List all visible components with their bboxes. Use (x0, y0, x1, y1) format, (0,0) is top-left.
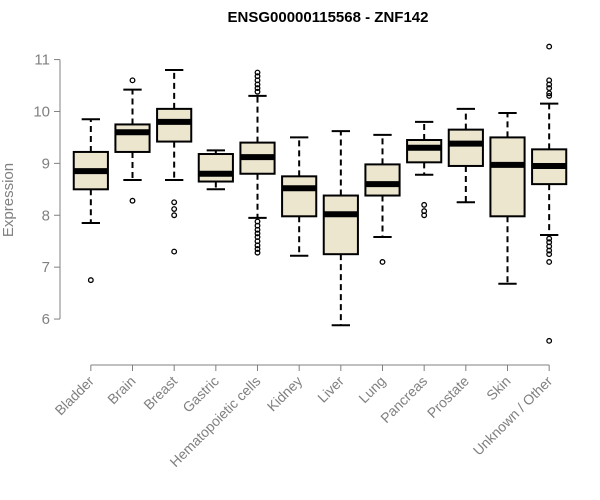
box-group (281, 136, 318, 257)
outlier-point (254, 88, 261, 95)
box-group (364, 133, 401, 265)
outlier-point (379, 259, 386, 265)
outlier-point (87, 277, 94, 284)
x-tick-label: Brain (104, 373, 138, 407)
box-group (239, 69, 276, 256)
y-tick-label: 8 (42, 207, 50, 224)
box-group (447, 107, 484, 204)
box-group (322, 130, 359, 327)
box-iqr (364, 163, 401, 197)
x-tick-label: Bladder (52, 373, 98, 419)
outlier-point (129, 197, 136, 204)
x-tick-label: Prostate (424, 373, 472, 421)
outlier-point (129, 77, 136, 84)
outlier-point (254, 230, 261, 237)
box-iqr (114, 123, 151, 153)
x-tick-label: Lung (355, 373, 388, 406)
box-iqr (281, 175, 318, 218)
box-group (197, 149, 234, 191)
box-group (489, 112, 526, 285)
chart-title: ENSG00000115568 - ZNF142 (228, 9, 429, 26)
outlier-point (254, 242, 261, 249)
box-group (531, 43, 568, 344)
box-iqr (406, 139, 443, 164)
box-group (114, 77, 151, 204)
x-tick-label: Unknown / Other (470, 373, 556, 459)
outlier-point (254, 73, 261, 80)
y-tick-label: 9 (42, 155, 50, 172)
outlier-point (546, 90, 553, 97)
outlier-point (421, 201, 428, 208)
outlier-point (171, 248, 178, 255)
box-iqr (447, 128, 484, 167)
outlier-point (254, 249, 261, 256)
box-group (156, 68, 193, 255)
y-tick-label: 6 (42, 311, 50, 328)
x-tick-label: Skin (483, 373, 514, 404)
box-iqr (156, 107, 193, 143)
outlier-point (254, 246, 261, 252)
outlier-point (254, 226, 261, 233)
x-tick-label: Breast (140, 373, 180, 413)
outlier-point (546, 251, 553, 258)
box-iqr (322, 194, 359, 256)
x-tick-label: Kidney (264, 373, 306, 415)
outlier-point (546, 81, 553, 88)
outlier-point (546, 259, 553, 265)
outlier-point (546, 235, 553, 242)
y-tick-label: 11 (34, 52, 50, 69)
x-tick-label: Liver (314, 373, 347, 406)
box-iqr (197, 153, 234, 183)
y-axis: 6 7 8 9 10 11 (33, 52, 61, 328)
y-tick-label: 10 (33, 103, 50, 120)
outlier-point (421, 212, 428, 219)
y-tick-label: 7 (42, 259, 50, 276)
box-group (72, 118, 109, 284)
box-iqr (489, 136, 526, 218)
outlier-point (546, 337, 553, 344)
x-axis (90, 364, 550, 371)
outlier-point (546, 92, 553, 99)
outlier-point (546, 43, 553, 50)
outlier-point (171, 199, 178, 206)
y-axis-label: Expression (0, 163, 17, 237)
box-group (406, 120, 443, 219)
outlier-point (171, 206, 178, 212)
outlier-point (254, 85, 261, 92)
box-series (72, 43, 568, 344)
outlier-point (254, 69, 261, 76)
outlier-point (171, 212, 178, 219)
outlier-point (546, 247, 553, 254)
